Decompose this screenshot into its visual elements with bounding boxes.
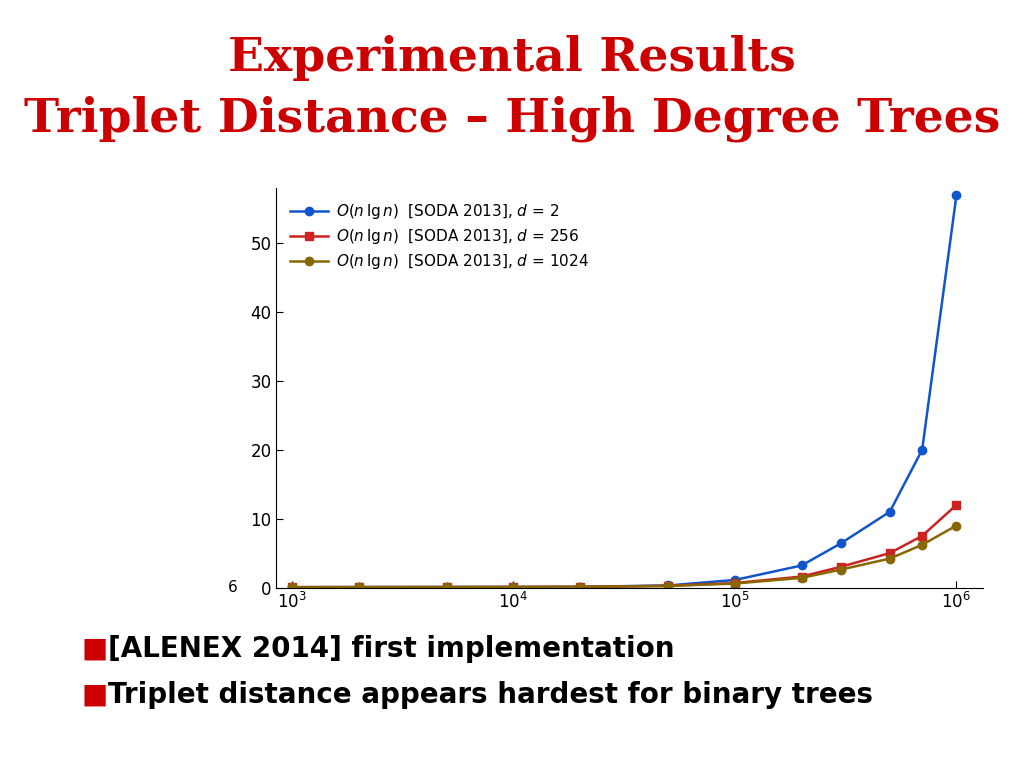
Text: Experimental Results: Experimental Results — [228, 35, 796, 81]
Text: ■: ■ — [82, 635, 109, 663]
Text: [ALENEX 2014] first implementation: [ALENEX 2014] first implementation — [108, 635, 674, 663]
Text: Triplet Distance – High Degree Trees: Triplet Distance – High Degree Trees — [24, 96, 1000, 143]
Text: Triplet distance appears hardest for binary trees: Triplet distance appears hardest for bin… — [108, 681, 872, 709]
Text: ■: ■ — [82, 681, 109, 709]
Legend: $O(n\,\mathrm{lg}\,n)$  [SODA 2013], $d$ = 2, $O(n\,\mathrm{lg}\,n)$  [SODA 2013: $O(n\,\mathrm{lg}\,n)$ [SODA 2013], $d$ … — [284, 196, 595, 277]
Text: 6: 6 — [228, 580, 238, 595]
